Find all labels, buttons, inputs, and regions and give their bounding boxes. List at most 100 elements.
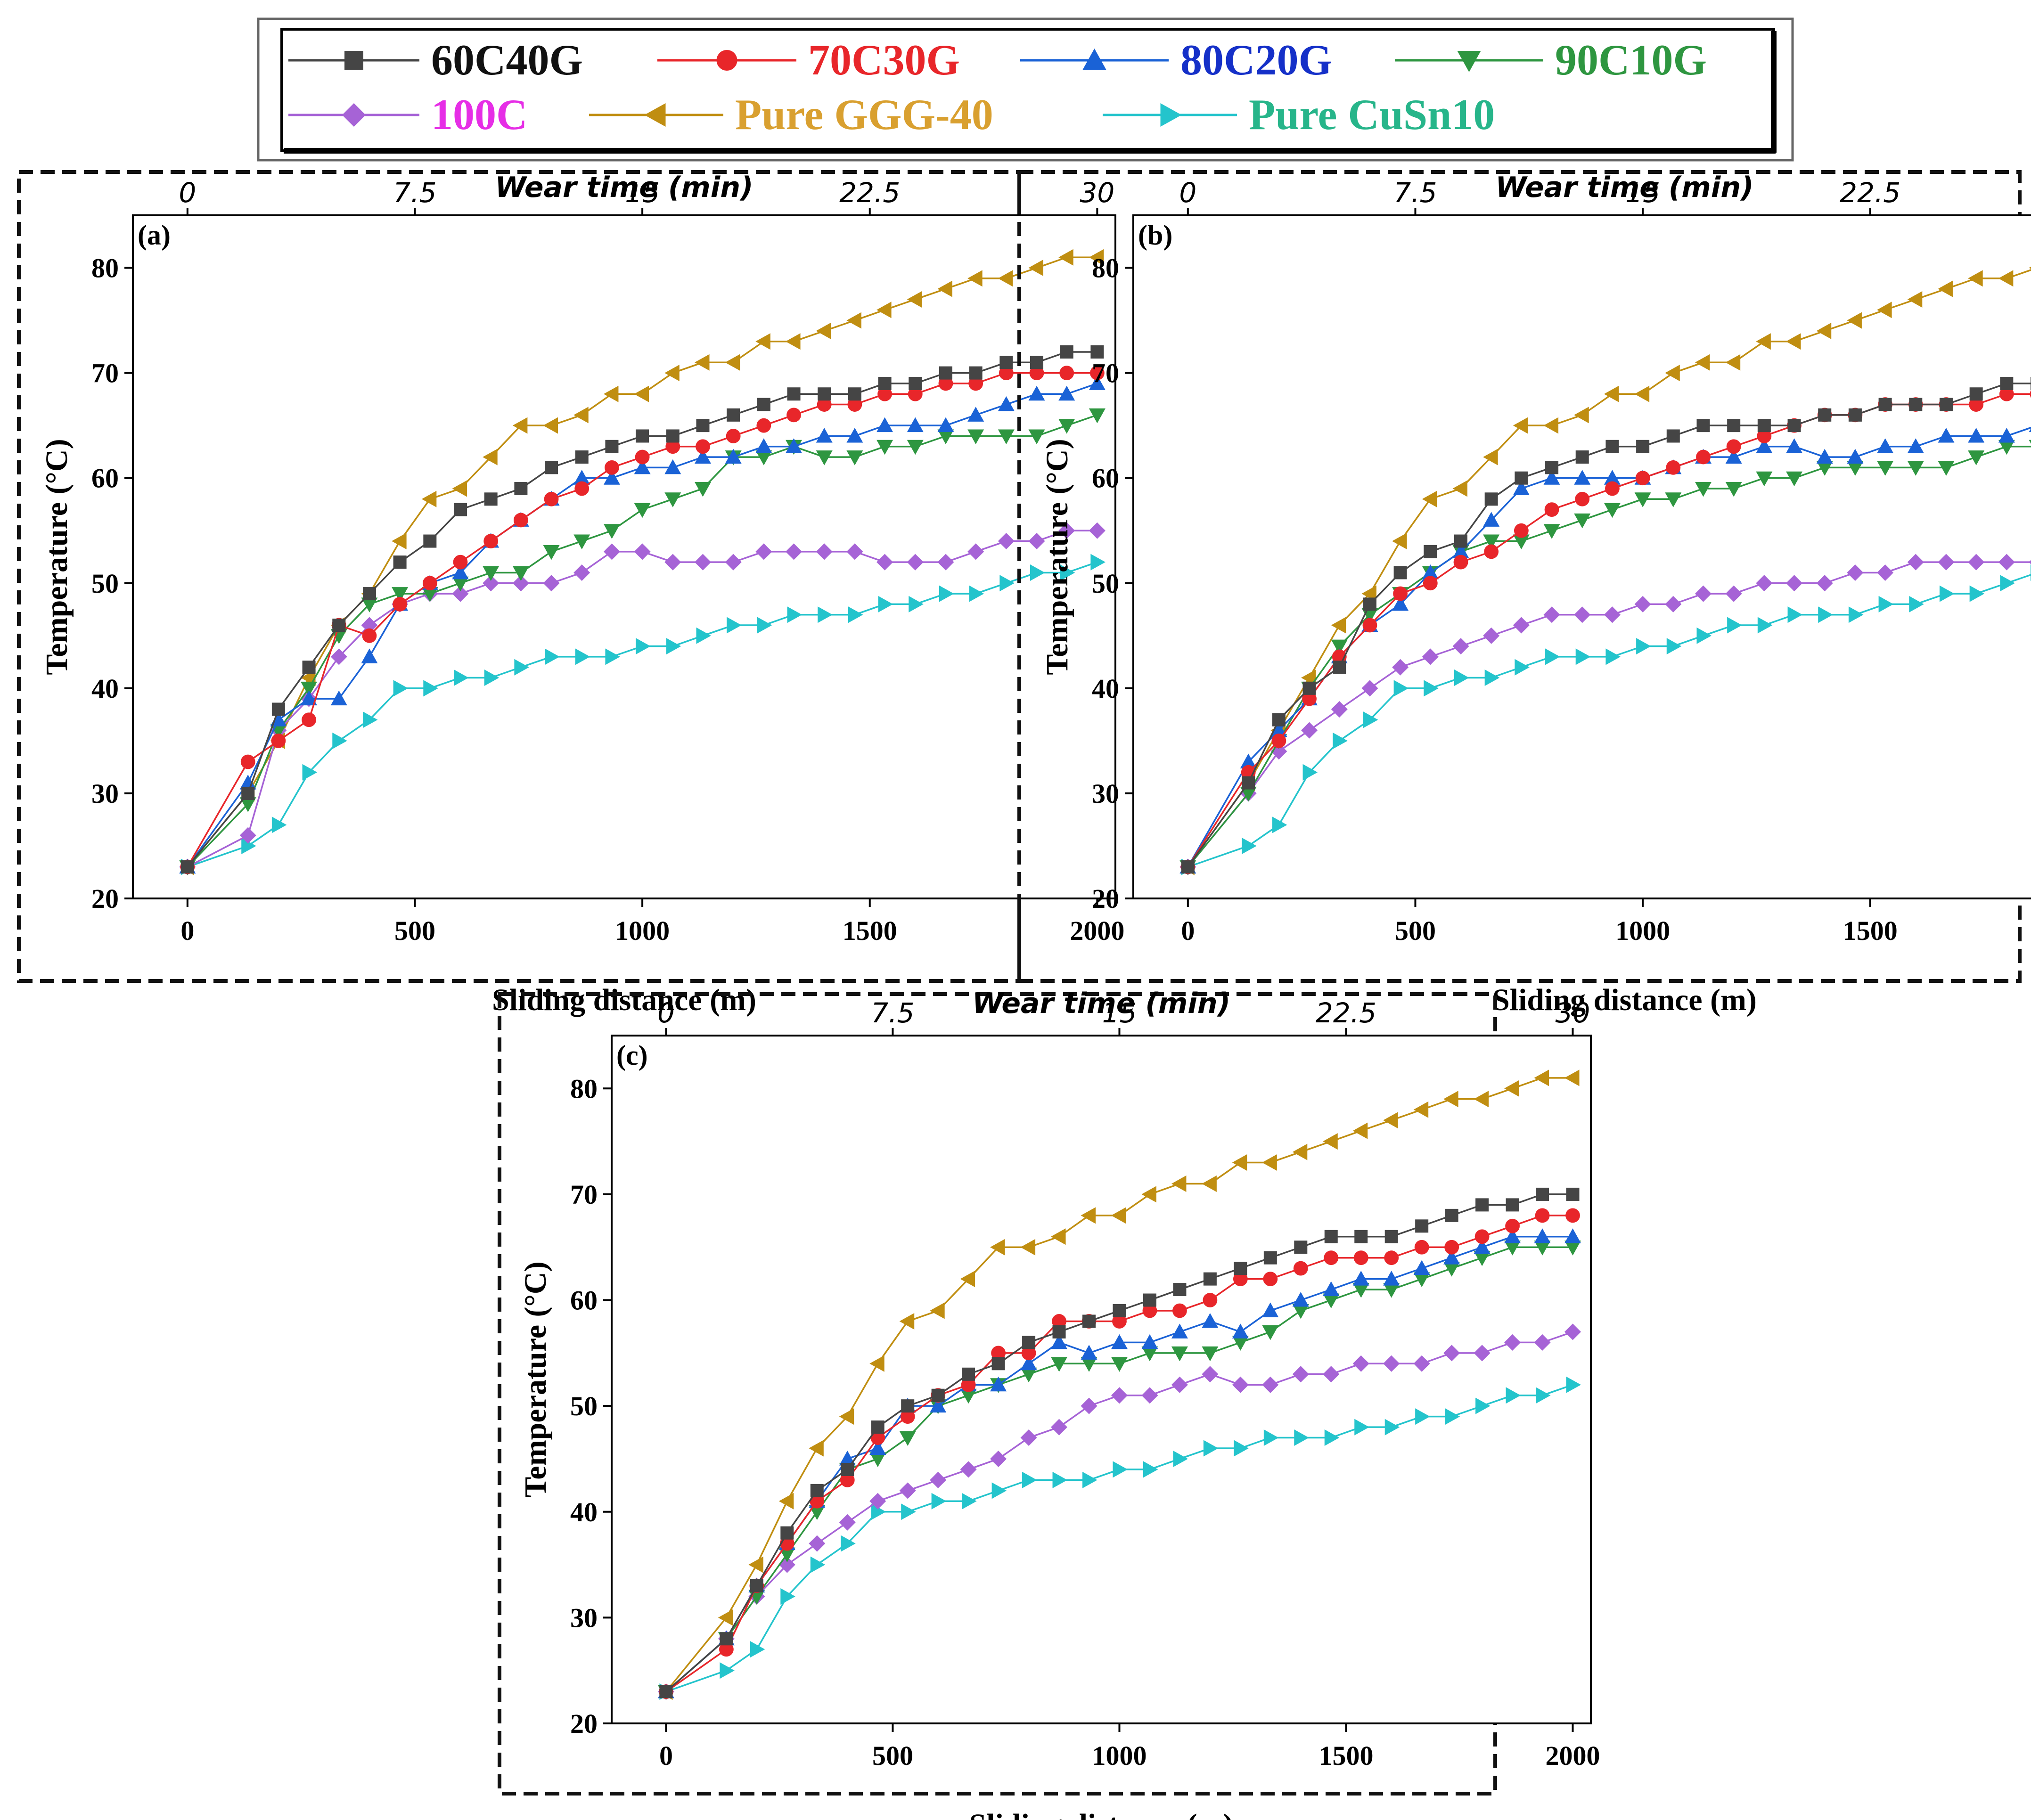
legend-item-pure-ggg-40: Pure GGG-40 [589,90,993,139]
panel-c-point-pure-cusn10 [780,1588,795,1605]
panel-a-point-60c40g [1090,345,1104,359]
panel-b-point-90c10g [1938,461,1955,476]
panel-c-point-80c20g [1504,1228,1521,1243]
panel-a-series-60c40g [180,345,1104,874]
panel-b-point-100c [1543,606,1560,623]
panel-b-point-pure-cusn10 [1393,680,1409,697]
panel-a-point-60c40g [332,619,346,632]
panel-c-point-90c10g [899,1431,916,1446]
panel-b-y-tick-label: 70 [1092,358,1119,389]
panel-c-point-pure-ggg-40 [839,1408,854,1425]
panel-a-point-pure-ggg-40 [755,333,770,350]
panel-a-point-pure-cusn10 [484,669,500,686]
panel-b-point-90c10g [2029,440,2031,444]
panel-c-point-70c30g [1384,1250,1399,1265]
panel-a-point-70c30g [817,397,832,412]
panel-c-point-70c30g [840,1472,855,1487]
panel-c-point-70c30g [1505,1218,1520,1233]
panel-b-point-100c [2029,560,2031,564]
panel-a-point-100c [573,564,590,581]
panel-c-point-80c20g [1564,1228,1581,1243]
panel-c-point-90c10g [1413,1272,1430,1288]
panel-b-point-80c20g [1422,564,1439,579]
panel-a-point-60c40g [757,398,770,411]
panel-c-point-90c10g [869,1452,886,1467]
panel-c-point-pure-cusn10 [1263,1429,1279,1446]
panel-c-point-80c20g [1292,1292,1309,1307]
panel-c-point-70c30g [1021,1346,1036,1361]
panel-a-point-70c30g [635,449,650,465]
panel-b-point-70c30g [1757,429,1772,443]
panel-c-top-tick-label: 30 [1556,997,1590,1029]
panel-a-point-100c [664,554,681,571]
panel-c-point-pure-cusn10 [1173,1450,1188,1467]
panel-b-point-90c10g [1816,461,1833,476]
panel-c-point-80c20g [1081,1345,1097,1360]
panel-c-point-70c30g [1233,1272,1248,1287]
panel-a-point-70c30g [665,439,680,454]
panel-b-point-pure-cusn10 [1818,606,1833,623]
panel-a-point-80c20g [846,427,863,443]
panel-c-point-pure-ggg-40 [1413,1101,1429,1118]
panel-c-point-90c10g [1020,1367,1037,1383]
panel-a-point-pure-cusn10 [423,680,438,697]
panel-a-point-pure-cusn10 [393,680,409,697]
panel-a-point-60c40g [241,786,255,800]
panel-a-top-tick-label: 22.5 [839,177,900,209]
panel-b-point-pure-ggg-40 [1331,617,1346,634]
panel-c-point-90c10g [1111,1357,1128,1372]
panel-a-point-pure-ggg-40 [937,280,952,297]
panel-b-point-70c30g [1271,733,1286,748]
panel-c-point-80c20g [1051,1334,1068,1349]
panel-b-point-pure-cusn10 [1636,638,1651,655]
panel-b-point-60c40g [1818,408,1832,422]
legend: 60C40G 70C30G 80C20G 90C10G 100C Pure GGG-40 P… [257,17,1794,162]
legend-marker-90c10g [1457,51,1481,72]
legend-items: 60C40G 70C30G 80C20G 90C10G 100C Pure GGG-40 P… [288,36,1707,139]
panel-c-point-70c30g [1203,1293,1218,1307]
panel-c-point-90c10g [809,1505,826,1520]
panel-c-y-tick-label: 40 [570,1497,598,1527]
panel-b-point-60c40g [1393,566,1407,579]
panel-b-point-90c10g [1725,482,1742,497]
panel-c-point-70c30g [1052,1314,1066,1329]
panel-c-x-tick-label: 500 [872,1740,913,1771]
panel-b-point-100c [1938,554,1955,571]
panel-a-point-90c10g [634,503,651,518]
panel-c-top-tick-label: 22.5 [1316,997,1376,1029]
legend-item-80c20g: 80C20G [1020,36,1332,84]
panel-c-point-70c30g [719,1642,734,1657]
panel-b-point-pure-cusn10 [1424,680,1439,697]
legend-inner-frame [280,28,1775,152]
panel-a-point-90c10g [239,797,256,812]
panel-b-point-pure-cusn10 [1939,585,1955,602]
panel-a-point-90c10g [907,440,924,455]
panel-b-point-pure-cusn10 [2000,575,2015,592]
panel-a-point-pure-ggg-40 [1028,260,1044,277]
panel-a-point-70c30g [999,366,1014,381]
panel-a-point-90c10g [1028,429,1045,444]
panel-b-point-pure-cusn10 [1333,732,1348,749]
panel-a-point-pure-cusn10 [605,648,620,665]
panel-c-point-pure-ggg-40 [1232,1154,1247,1171]
panel-c-x-axis-title: Sliding distance (m) [969,1808,1233,1820]
panel-c-top-axis-title: Wear time (min) [972,987,1230,1020]
panel-a-point-pure-ggg-40 [1058,249,1073,266]
panel-c-point-100c [1232,1376,1249,1393]
panel-b-point-pure-ggg-40 [1756,333,1771,350]
panel-a-point-pure-ggg-40 [483,449,498,465]
panel-a-top-tick-label: 0 [179,177,196,209]
legend-marker-80c20g [1082,49,1106,70]
panel-b-point-70c30g [1484,544,1499,559]
panel-b-point-70c30g [1999,386,2014,401]
panel-b-point-60c40g [1878,398,1892,411]
legend-marker-pure-ggg-40 [644,103,666,127]
panel-b-y-tick-label: 60 [1092,463,1119,494]
panel-c-point-pure-cusn10 [1234,1440,1249,1457]
panel-c-point-100c [1564,1323,1581,1340]
panel-b-point-100c [1361,680,1378,697]
panel-a-x-tick-label: 0 [180,915,194,946]
panel-c-point-60c40g [1475,1198,1489,1212]
panel-b-point-70c30g [1362,618,1377,633]
panel-a-point-pure-cusn10 [514,659,529,676]
